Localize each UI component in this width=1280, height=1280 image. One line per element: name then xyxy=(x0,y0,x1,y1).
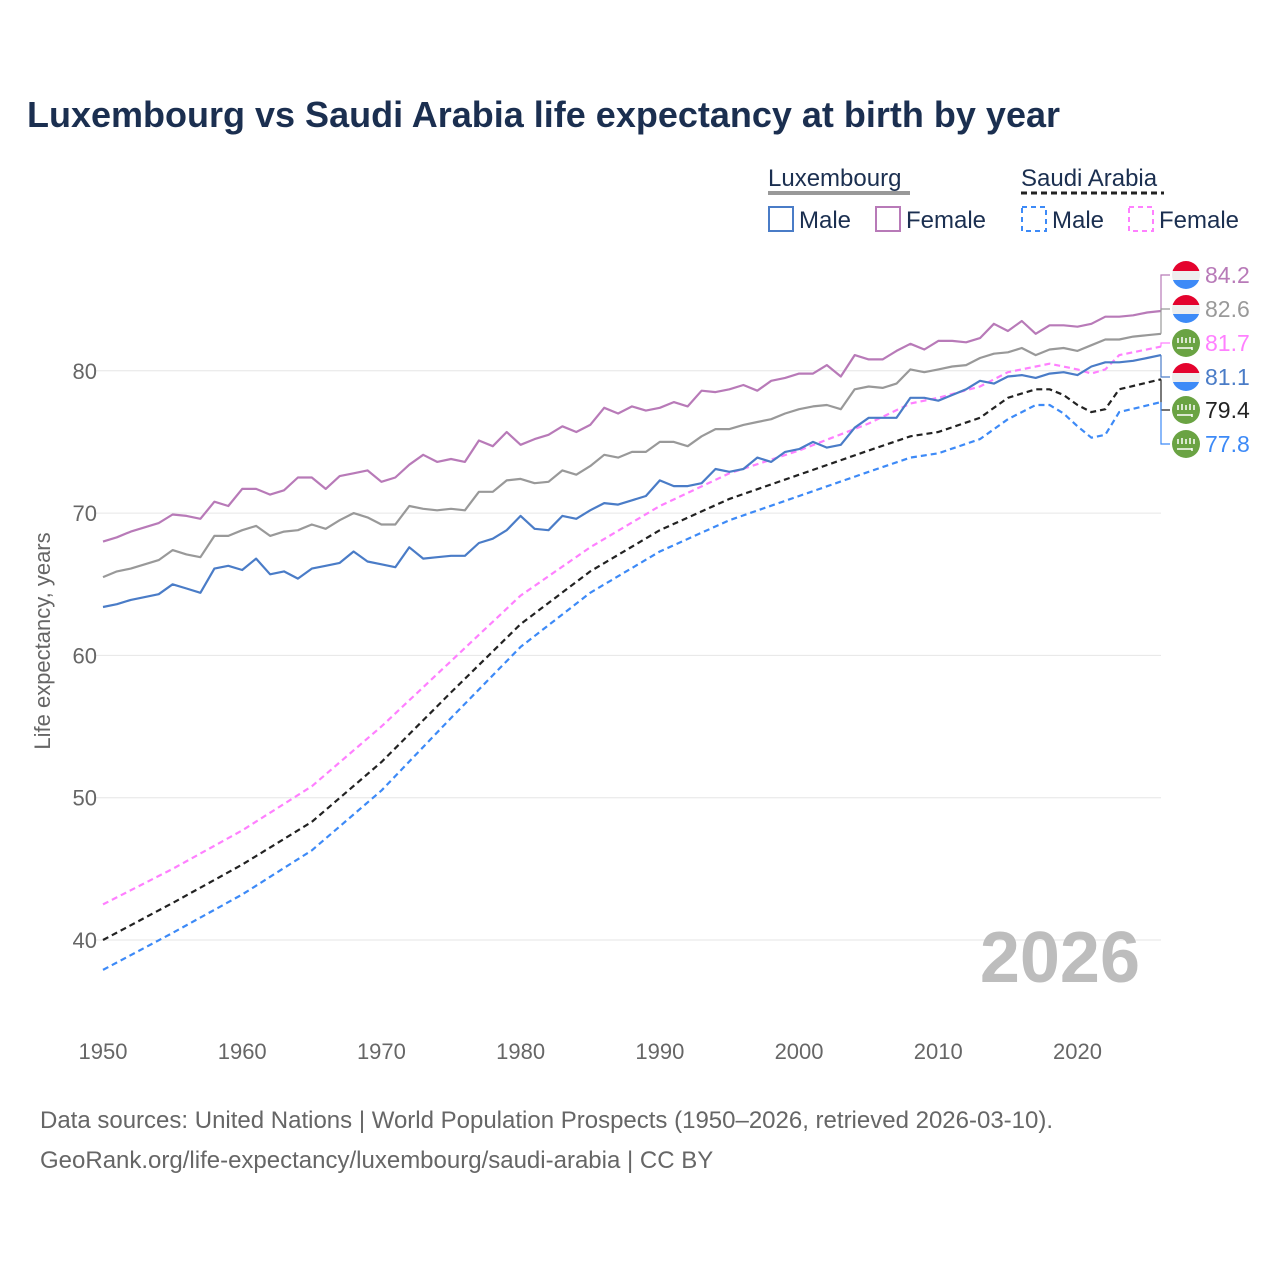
legend-lux-male[interactable]: Male xyxy=(799,207,851,234)
end-value-label: 82.6 xyxy=(1205,296,1250,322)
label-connector xyxy=(1160,379,1170,411)
series-line-luxembourg-male xyxy=(102,354,1162,609)
legend-saudi-female[interactable]: Female xyxy=(1159,207,1239,234)
series-lines xyxy=(102,309,1162,971)
y-axis-label: Life expectancy, years xyxy=(30,532,55,749)
x-axis: 1950 1960 1970 1980 1990 2000 2010 2020 xyxy=(79,1039,1102,1064)
series-line-saudi-arabia-total xyxy=(102,378,1162,941)
legend-group-luxembourg[interactable]: Luxembourg xyxy=(768,165,901,192)
series-line-luxembourg-female xyxy=(102,309,1162,543)
footer-sources: Data sources: United Nations | World Pop… xyxy=(40,1107,1054,1134)
x-tick-label: 1950 xyxy=(79,1039,128,1064)
series-line-saudi-arabia-male xyxy=(102,401,1162,971)
y-axis: 40 50 60 70 80 xyxy=(73,359,97,953)
y-tick-label: 60 xyxy=(73,643,97,668)
y-tick-label: 80 xyxy=(73,359,97,384)
x-tick-label: 1960 xyxy=(218,1039,267,1064)
legend-swatch-saudi-female xyxy=(1128,206,1154,232)
flag-saudi-arabia-icon xyxy=(1172,329,1200,357)
legend-lux-female[interactable]: Female xyxy=(906,207,986,234)
series-line-saudi-arabia-female xyxy=(102,345,1162,906)
label-connector xyxy=(1160,402,1170,445)
flag-saudi-arabia-icon xyxy=(1172,396,1200,424)
legend-swatch-lux-female xyxy=(875,206,901,232)
legend-saudi-male[interactable]: Male xyxy=(1052,207,1104,234)
x-tick-label: 2020 xyxy=(1053,1039,1102,1064)
flag-luxembourg-icon xyxy=(1172,261,1200,289)
flag-luxembourg-icon xyxy=(1172,295,1200,323)
x-tick-label: 2010 xyxy=(914,1039,963,1064)
legend-group-saudi[interactable]: Saudi Arabia xyxy=(1021,165,1158,192)
end-value-label: 81.7 xyxy=(1205,330,1250,356)
chart-title: Luxembourg vs Saudi Arabia life expectan… xyxy=(27,94,1060,135)
y-tick-label: 40 xyxy=(73,928,97,953)
x-tick-label: 1970 xyxy=(357,1039,406,1064)
year-watermark: 2026 xyxy=(980,918,1140,998)
flag-luxembourg-icon xyxy=(1172,363,1200,391)
legend-swatch-lux-male xyxy=(768,206,794,232)
end-value-label: 84.2 xyxy=(1205,262,1250,288)
x-tick-label: 1980 xyxy=(496,1039,545,1064)
legend: Luxembourg Male Female Saudi Arabia Male… xyxy=(768,165,1239,234)
end-value-label: 77.8 xyxy=(1205,431,1250,457)
flag-saudi-arabia-icon xyxy=(1172,430,1200,458)
footer-link[interactable]: GeoRank.org/life-expectancy/luxembourg/s… xyxy=(40,1147,714,1174)
grid xyxy=(95,370,1161,941)
legend-swatch-saudi-male xyxy=(1021,206,1047,232)
end-value-label: 81.1 xyxy=(1205,364,1250,390)
label-connector xyxy=(1160,308,1170,334)
end-labels: 84.2 82.6 81.7 81.1 79.4 77.8 xyxy=(1160,261,1250,458)
y-tick-label: 70 xyxy=(73,501,97,526)
x-tick-label: 2000 xyxy=(775,1039,824,1064)
label-connector xyxy=(1160,355,1170,378)
y-tick-label: 50 xyxy=(73,786,97,811)
end-value-label: 79.4 xyxy=(1205,397,1250,423)
series-line-luxembourg-total xyxy=(102,332,1162,579)
label-connector xyxy=(1160,342,1170,347)
label-connector xyxy=(1160,274,1170,312)
x-tick-label: 1990 xyxy=(635,1039,684,1064)
